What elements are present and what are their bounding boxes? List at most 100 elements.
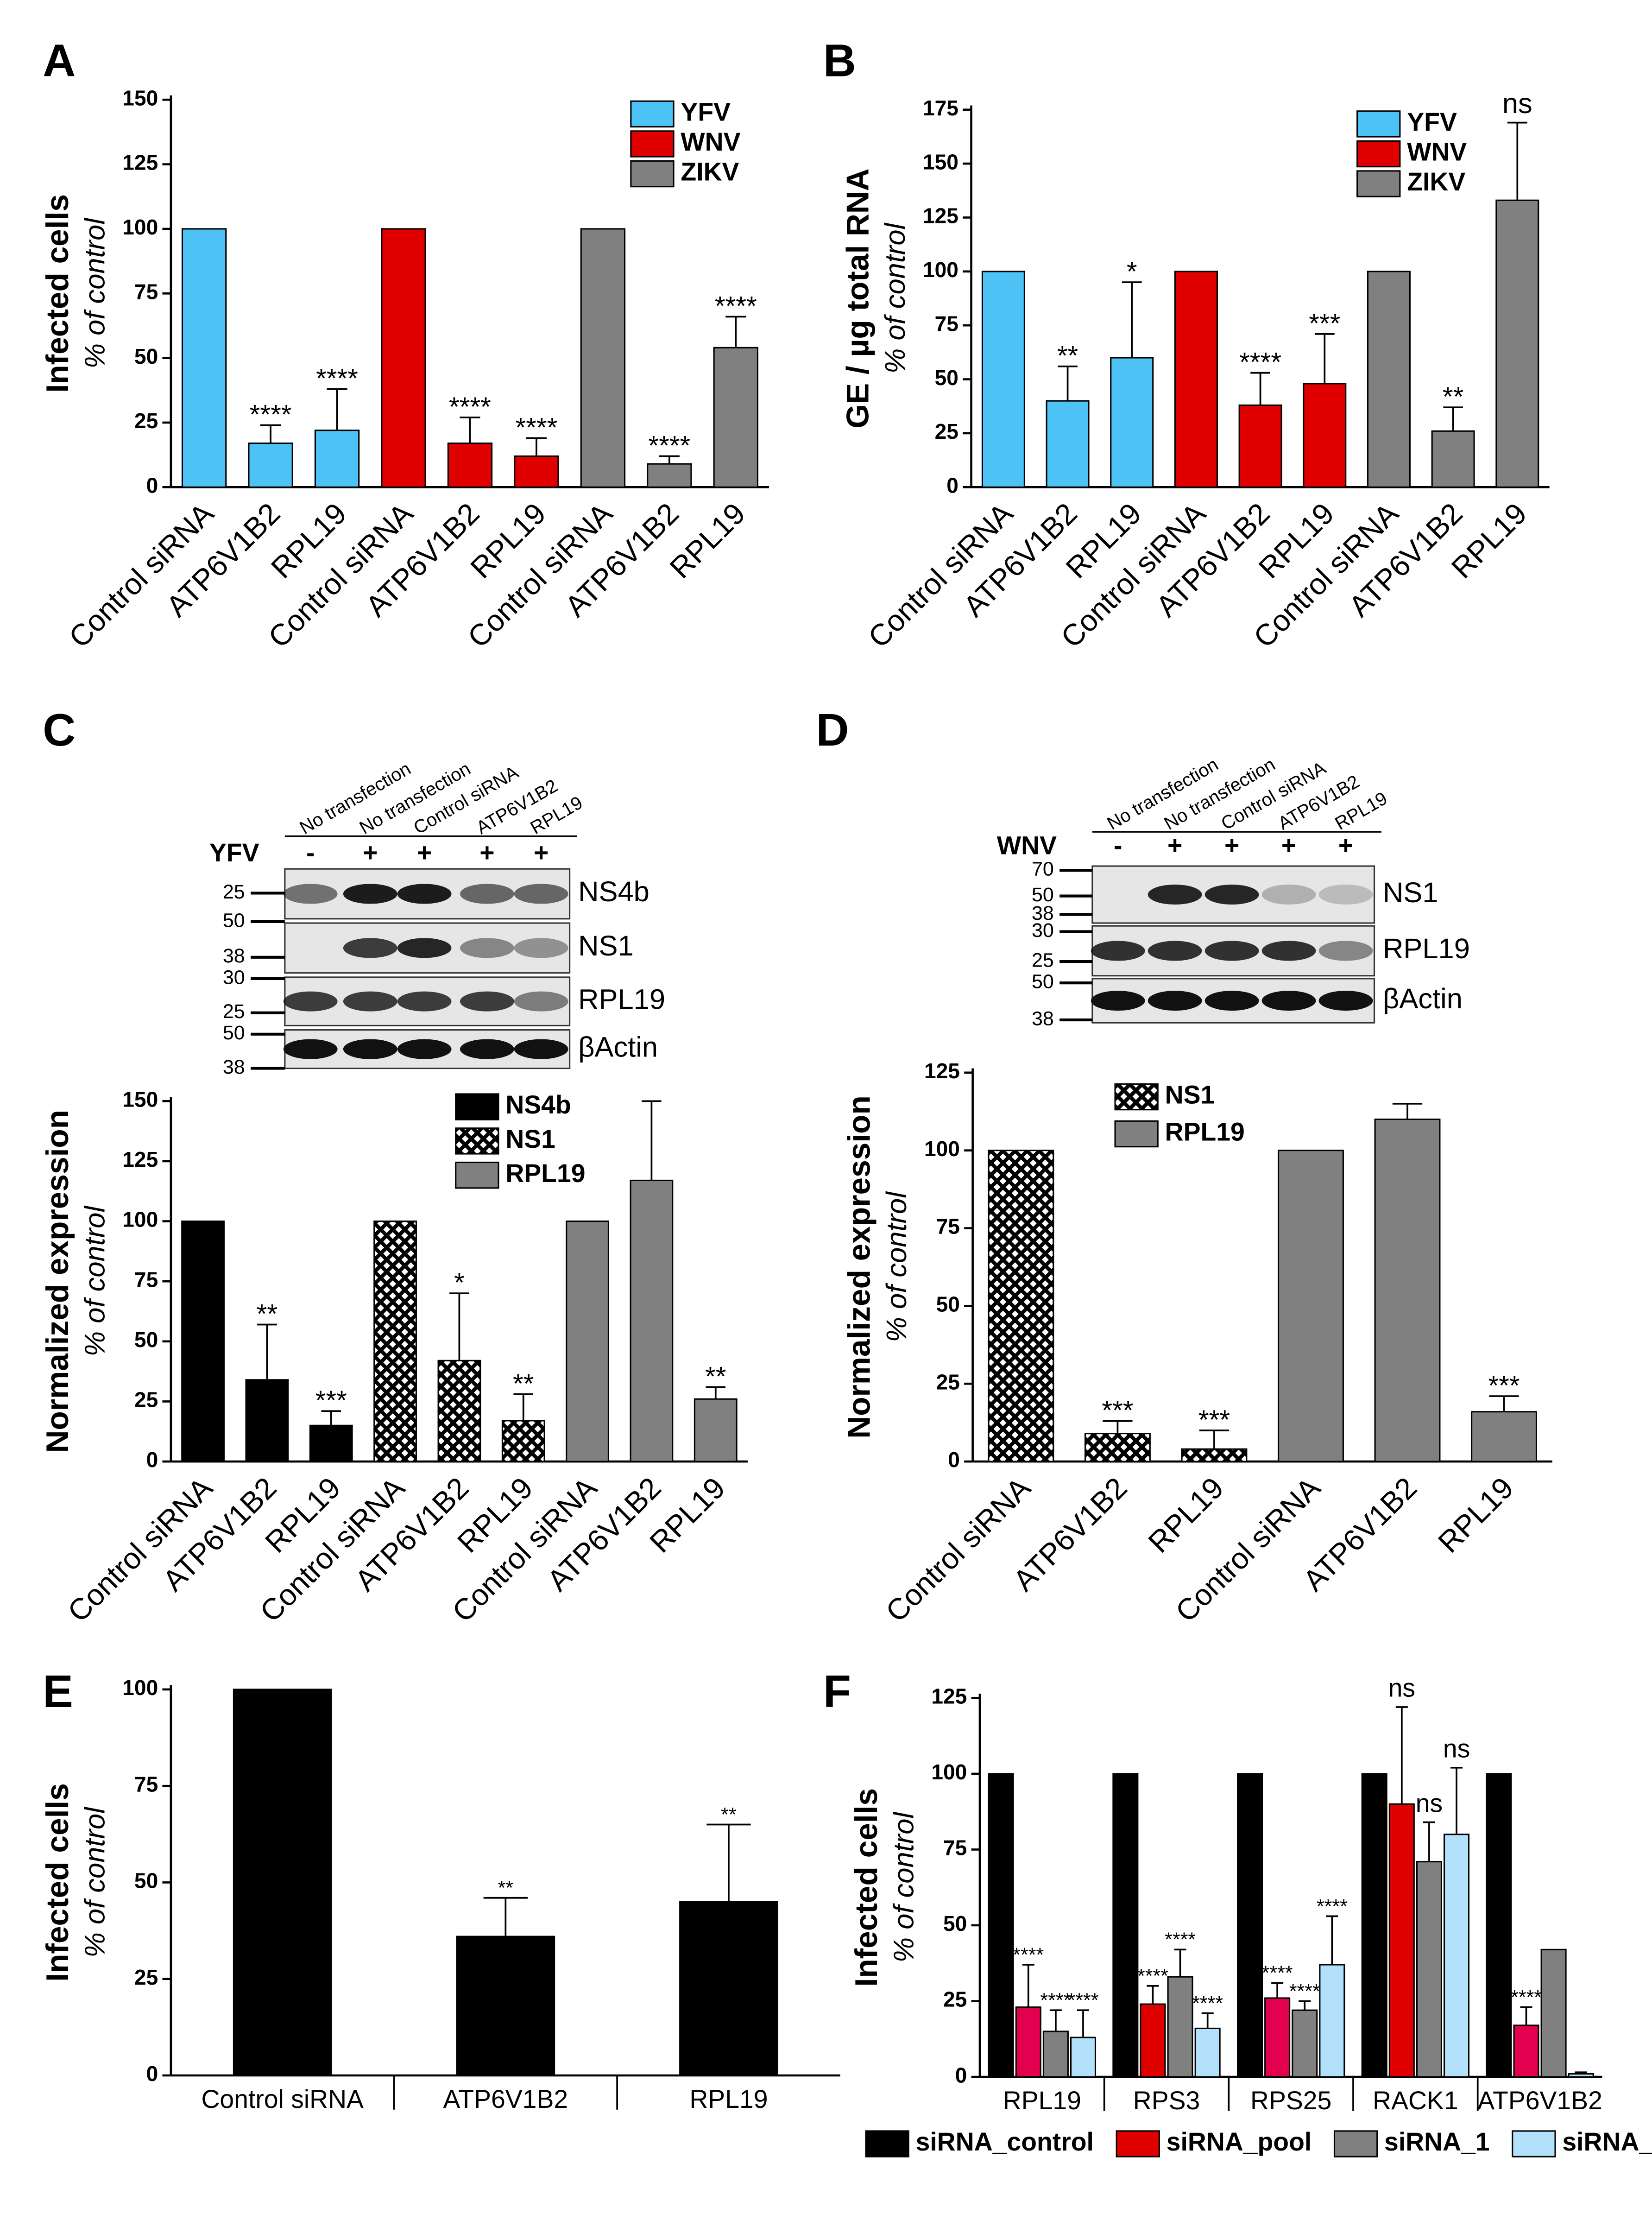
- error-bar: [1103, 1420, 1133, 1434]
- legend-swatch: [1114, 1120, 1159, 1148]
- x-tick-label: RPL19: [689, 2085, 768, 2113]
- y-axis-sublabel: % of control: [79, 1205, 111, 1357]
- significance-label: **: [1057, 341, 1078, 371]
- y-axis-label: Normalized expression: [842, 1095, 877, 1438]
- y-tick-label: 100: [122, 215, 158, 239]
- blot-band: [283, 991, 338, 1012]
- significance-label: ****: [648, 430, 690, 461]
- y-tick-label: 100: [923, 258, 958, 282]
- marker-label: 70: [1032, 858, 1054, 880]
- bar: [679, 1901, 778, 2076]
- significance-label: ****: [316, 364, 358, 394]
- marker-label: 38: [1032, 902, 1054, 924]
- y-tick-label: 150: [923, 150, 958, 174]
- blot-band: [1261, 885, 1316, 905]
- legend-label: siRNA_1: [1384, 2127, 1490, 2156]
- blot-band: [514, 884, 568, 904]
- significance-label: ****: [1068, 1989, 1099, 2012]
- bar: [181, 228, 227, 488]
- error-bar: [327, 388, 347, 430]
- significance-label: ****: [1137, 1965, 1168, 1987]
- significance-label: ****: [1165, 1929, 1196, 1951]
- error-bar: [1423, 1821, 1435, 1862]
- significance-label: ****: [1511, 1986, 1542, 2009]
- bar: [694, 1398, 738, 1462]
- y-axis-label: Infected cells: [40, 1783, 75, 1981]
- legend-swatch: [455, 1127, 499, 1155]
- bar: [988, 1773, 1014, 2078]
- marker-label: 38: [223, 945, 245, 967]
- blot-band: [1204, 991, 1259, 1011]
- error-bar: [1450, 1766, 1463, 1834]
- error-bar: [1199, 1430, 1230, 1449]
- panel-letter: D: [816, 704, 849, 755]
- blot-band: [343, 1039, 397, 1059]
- y-tick-label: 175: [923, 96, 958, 120]
- y-tick-label: 25: [134, 1965, 158, 1989]
- y-tick-label: 25: [936, 1370, 960, 1394]
- lane-sign: -: [1114, 831, 1122, 860]
- bar: [1194, 2027, 1221, 2078]
- bar: [1238, 404, 1282, 488]
- y-tick-label: 50: [943, 1911, 967, 1936]
- significance-label: **: [721, 1803, 737, 1826]
- error-bar: [1022, 1964, 1034, 2007]
- bar: [514, 455, 559, 488]
- bar: [1374, 1118, 1441, 1462]
- y-tick-label: 50: [134, 1869, 158, 1893]
- legend-label: siRNA_pool: [1166, 2127, 1312, 2156]
- significance-label: ns: [1443, 1734, 1470, 1763]
- error-bar: [1049, 2009, 1062, 2031]
- error-bar: [449, 1292, 469, 1361]
- significance-label: ****: [1317, 1895, 1348, 1917]
- legend-label: YFV: [681, 98, 731, 127]
- y-axis-label: GE / µg total RNA: [841, 168, 876, 428]
- blot-band: [460, 938, 514, 958]
- virus-label: WNV: [997, 831, 1057, 860]
- legend-swatch: [455, 1161, 499, 1189]
- significance-label: ****: [1013, 1944, 1044, 1966]
- band-label: NS1: [578, 930, 634, 962]
- bar: [981, 271, 1025, 488]
- legend-label: RPL19: [505, 1159, 585, 1188]
- legend-label: WNV: [1407, 138, 1467, 166]
- error-bar: [1122, 281, 1142, 358]
- error-bar: [460, 416, 480, 443]
- lane-sign: +: [534, 838, 549, 867]
- panel-letter: F: [823, 1666, 851, 1717]
- error-bar: [1147, 1985, 1159, 2005]
- lane-sign: +: [1167, 831, 1182, 860]
- bar: [1431, 430, 1475, 488]
- error-bar: [1507, 121, 1527, 201]
- blot-band: [397, 938, 452, 958]
- y-tick-label: 50: [134, 344, 158, 368]
- blot-band: [460, 1039, 514, 1059]
- y-tick-label: 0: [146, 2062, 158, 2086]
- error-bar: [1395, 1706, 1408, 1804]
- bar: [1471, 1411, 1537, 1462]
- error-bar: [526, 437, 547, 456]
- y-tick-label: 125: [931, 1684, 967, 1708]
- bar: [381, 228, 426, 488]
- y-tick-label: 100: [122, 1676, 158, 1700]
- error-bar: [1201, 2012, 1214, 2029]
- virus-label: YFV: [209, 838, 259, 867]
- bar: [1112, 1773, 1139, 2078]
- legend-swatch: [455, 1093, 499, 1120]
- blot-band: [283, 884, 338, 904]
- x-tick-label: RPS25: [1250, 2086, 1331, 2115]
- blot-band: [514, 1039, 568, 1059]
- blot-band: [1318, 885, 1373, 905]
- y-axis-sublabel: % of control: [881, 1191, 913, 1342]
- error-bar: [1271, 1982, 1284, 1998]
- bar: [1140, 2003, 1166, 2078]
- panel-letter: E: [43, 1666, 73, 1717]
- bar: [373, 1221, 417, 1462]
- significance-label: **: [1443, 382, 1463, 412]
- bar: [1015, 2006, 1041, 2078]
- y-tick-label: 125: [924, 1059, 960, 1083]
- significance-label: ****: [1262, 1962, 1293, 1984]
- error-bar: [642, 1100, 662, 1181]
- blot-band: [1148, 885, 1202, 905]
- legend-swatch: [630, 100, 675, 128]
